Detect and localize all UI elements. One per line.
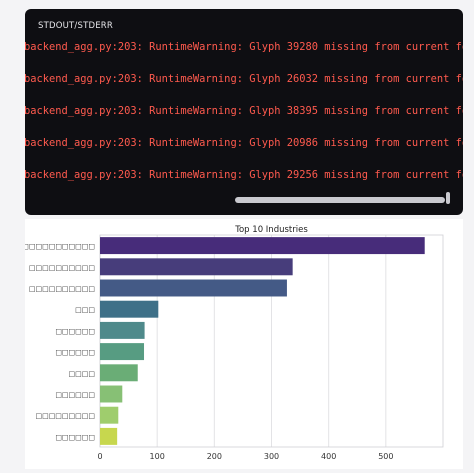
output-console: STDOUT/STDERR backend_agg.py:203: Runtim… bbox=[25, 9, 463, 215]
y-tick-label: □□□□□□□□□□ bbox=[29, 285, 95, 293]
y-tick-label: □□□ bbox=[75, 306, 95, 314]
bar bbox=[100, 279, 287, 297]
bar bbox=[100, 406, 119, 424]
y-tick-label: □□□□□□ bbox=[55, 349, 95, 357]
y-tick-label: □□□□□□□□□ bbox=[35, 412, 95, 420]
x-tick-label: 0 bbox=[97, 452, 102, 461]
chart-panel: Top 10 Industries 0 100 200 300 400 500 □□□□□□□… bbox=[2, 219, 463, 469]
bar bbox=[100, 364, 138, 382]
log-line: backend_agg.py:203: RuntimeWarning: Glyp… bbox=[25, 105, 463, 117]
horizontal-scrollbar[interactable] bbox=[235, 197, 445, 203]
x-tick-label: 200 bbox=[207, 452, 222, 461]
bar bbox=[100, 343, 145, 361]
console-title: STDOUT/STDERR bbox=[38, 21, 114, 31]
bar bbox=[100, 321, 145, 339]
y-tick-label: □□□□□□□□□□□□□□ bbox=[25, 243, 95, 251]
y-tick-label: □□□□□□ bbox=[55, 433, 95, 441]
bar bbox=[100, 300, 159, 318]
y-tick-label: □□□□ bbox=[69, 370, 95, 378]
scrollbar-end-handle[interactable] bbox=[446, 192, 450, 204]
log-line: backend_agg.py:203: RuntimeWarning: Glyp… bbox=[25, 169, 463, 181]
log-line: backend_agg.py:203: RuntimeWarning: Glyp… bbox=[25, 73, 463, 85]
x-tick-label: 100 bbox=[150, 452, 165, 461]
bar bbox=[100, 258, 293, 276]
bar bbox=[100, 427, 118, 445]
x-tick-label: 300 bbox=[264, 452, 279, 461]
y-tick-label: □□□□□□ bbox=[55, 391, 95, 399]
bar bbox=[100, 385, 123, 403]
log-line: backend_agg.py:203: RuntimeWarning: Glyp… bbox=[25, 41, 463, 53]
plot-frame bbox=[99, 234, 444, 448]
x-tick-label: 500 bbox=[378, 452, 393, 461]
chart-title: Top 10 Industries bbox=[234, 225, 308, 235]
y-tick-label: □□□□□□ bbox=[55, 327, 95, 335]
x-tick-label: 400 bbox=[321, 452, 336, 461]
bar bbox=[100, 237, 425, 255]
y-tick-label: □□□□□□□□□□ bbox=[29, 264, 95, 272]
log-line: backend_agg.py:203: RuntimeWarning: Glyp… bbox=[25, 137, 463, 149]
